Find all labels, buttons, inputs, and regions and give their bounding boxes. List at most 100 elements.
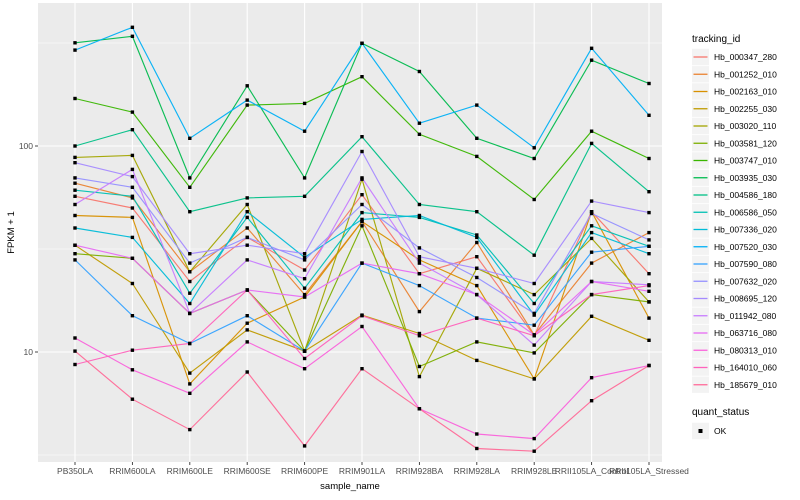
data-point-marker	[73, 258, 77, 262]
data-point-marker	[589, 279, 594, 284]
x-tick-label: RRIM600SE	[224, 466, 272, 476]
data-point-marker	[475, 340, 479, 344]
data-point-marker	[188, 382, 192, 386]
data-point-marker	[647, 272, 651, 276]
data-point-marker	[188, 291, 192, 295]
data-point-marker	[302, 101, 307, 106]
data-point-marker	[245, 314, 249, 318]
data-point-marker	[417, 246, 422, 250]
data-point-marker	[475, 446, 479, 451]
data-point-marker	[360, 219, 364, 224]
data-point-marker	[302, 129, 307, 133]
data-point-marker	[245, 196, 249, 200]
data-point-marker	[188, 136, 192, 140]
data-point-marker	[475, 432, 479, 436]
data-point-marker	[647, 190, 651, 194]
legend-item-label: Hb_007590_080	[714, 259, 777, 269]
data-point-marker	[532, 311, 536, 316]
data-point-marker	[302, 356, 307, 361]
data-point-marker	[360, 217, 364, 222]
data-point-marker	[532, 334, 536, 338]
data-point-marker	[130, 368, 135, 372]
data-point-marker	[245, 215, 249, 220]
x-axis-title: sample_name	[320, 481, 380, 492]
data-point-marker	[73, 362, 77, 367]
data-point-marker	[532, 281, 536, 286]
data-point-marker	[589, 292, 594, 297]
legend-item-label: Hb_164010_060	[714, 363, 777, 373]
data-point-marker	[475, 154, 479, 159]
legend-item-label: Hb_002163_010	[714, 87, 777, 97]
data-point-marker	[532, 292, 536, 297]
data-point-marker	[475, 316, 479, 320]
legend-title-quant-status: quant_status	[692, 407, 749, 418]
data-point-marker	[532, 197, 536, 202]
data-point-marker	[589, 46, 594, 50]
data-point-marker	[245, 340, 249, 344]
data-point-marker	[245, 243, 249, 247]
data-point-marker	[475, 240, 479, 245]
data-point-marker	[360, 202, 364, 207]
data-point-marker	[360, 367, 364, 371]
data-point-marker	[417, 374, 422, 379]
data-point-marker	[73, 194, 77, 198]
legend-item-label: Hb_002255_030	[714, 104, 777, 114]
data-point-marker	[475, 235, 479, 240]
data-point-marker	[188, 427, 192, 432]
data-point-marker	[302, 252, 307, 256]
data-point-marker	[417, 69, 422, 74]
data-point-marker	[73, 188, 77, 192]
data-point-marker	[647, 230, 651, 235]
data-point-marker	[188, 261, 192, 265]
data-point-marker	[188, 341, 192, 346]
data-point-marker	[73, 41, 77, 45]
data-point-marker	[417, 407, 422, 411]
x-tick-label: RRIM928LE	[511, 466, 558, 476]
legend-item-label: Hb_003581_120	[714, 138, 777, 148]
data-point-marker	[647, 252, 651, 256]
data-point-marker	[302, 295, 307, 299]
data-point-marker	[532, 436, 536, 441]
data-point-marker	[589, 129, 594, 133]
legend-item-label: Hb_003935_030	[714, 173, 777, 183]
data-point-marker	[417, 331, 422, 336]
data-point-marker	[188, 301, 192, 306]
x-tick-label: RRII105LA_Control	[555, 466, 629, 476]
data-point-marker	[245, 328, 249, 332]
legend-item-label: Hb_185679_010	[714, 380, 777, 390]
data-point-marker	[245, 288, 249, 292]
data-point-marker	[475, 255, 479, 259]
data-point-marker	[130, 397, 135, 401]
data-point-marker	[589, 141, 594, 146]
data-point-marker	[130, 215, 135, 220]
y-axis-title: FPKM + 1	[6, 211, 17, 254]
data-point-marker	[245, 98, 249, 102]
data-point-marker	[647, 210, 651, 215]
data-point-marker	[360, 224, 364, 228]
data-point-marker	[302, 255, 307, 260]
data-point-marker	[647, 283, 651, 288]
data-point-marker	[188, 210, 192, 214]
data-point-marker	[475, 292, 479, 297]
data-point-marker	[73, 202, 77, 207]
data-point-marker	[130, 256, 135, 260]
legend-item-label: Hb_001252_010	[714, 69, 777, 79]
data-point-marker	[73, 155, 77, 160]
data-point-marker	[302, 367, 307, 371]
data-point-marker	[302, 286, 307, 290]
legend-item-label: Hb_003747_010	[714, 156, 777, 166]
data-point-marker	[130, 194, 135, 198]
data-point-marker	[245, 370, 249, 374]
data-point-marker	[647, 156, 651, 161]
data-point-marker	[475, 103, 479, 107]
data-point-marker	[130, 185, 135, 189]
data-point-marker	[130, 206, 135, 210]
legend-item-label: Hb_011942_080	[714, 311, 777, 321]
data-point-marker	[130, 167, 135, 172]
data-point-marker	[73, 252, 77, 256]
legend-item-label: Hb_007520_030	[714, 242, 777, 252]
data-point-marker	[188, 176, 192, 180]
data-point-marker	[647, 238, 651, 242]
legend-item-label: Hb_003020_110	[714, 121, 777, 131]
